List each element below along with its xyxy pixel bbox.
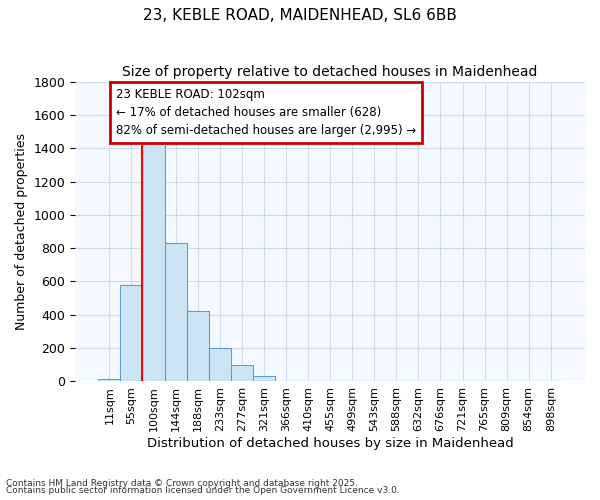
Bar — [164, 243, 187, 382]
Bar — [98, 379, 121, 382]
Bar — [275, 380, 297, 382]
Bar — [142, 136, 164, 382]
X-axis label: Distribution of detached houses by size in Maidenhead: Distribution of detached houses by size … — [147, 437, 514, 450]
Bar — [187, 312, 209, 382]
Text: 23 KEBLE ROAD: 102sqm
← 17% of detached houses are smaller (628)
82% of semi-det: 23 KEBLE ROAD: 102sqm ← 17% of detached … — [116, 88, 416, 137]
Bar — [253, 376, 275, 382]
Text: Contains public sector information licensed under the Open Government Licence v3: Contains public sector information licen… — [6, 486, 400, 495]
Text: 23, KEBLE ROAD, MAIDENHEAD, SL6 6BB: 23, KEBLE ROAD, MAIDENHEAD, SL6 6BB — [143, 8, 457, 22]
Title: Size of property relative to detached houses in Maidenhead: Size of property relative to detached ho… — [122, 65, 538, 79]
Bar — [121, 285, 142, 382]
Y-axis label: Number of detached properties: Number of detached properties — [15, 133, 28, 330]
Bar — [231, 365, 253, 382]
Bar — [209, 348, 231, 382]
Text: Contains HM Land Registry data © Crown copyright and database right 2025.: Contains HM Land Registry data © Crown c… — [6, 478, 358, 488]
